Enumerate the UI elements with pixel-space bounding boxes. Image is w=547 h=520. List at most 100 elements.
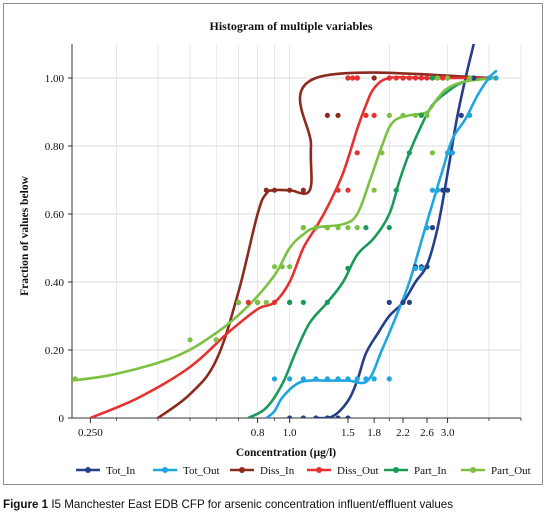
point-diss-out (406, 75, 412, 81)
point-tot-out (363, 376, 369, 382)
point-tot-in (335, 415, 341, 418)
point-diss-out (418, 75, 424, 81)
axis-layer: 0 0.20 0.40 0.60 0.80 1.00 0.250 0.8 1.0 1.5 1.8 2.… (45, 44, 522, 439)
x-tick-label: 3.0 (441, 427, 455, 439)
point-part-out (324, 225, 330, 231)
x-tick-label: 0.8 (251, 427, 265, 439)
y-tick-label: 1.00 (45, 73, 65, 85)
legend-label-tot-out: Tot_Out (183, 465, 220, 477)
point-diss-out (354, 75, 360, 81)
point-tot-in (386, 299, 392, 305)
point-part-in (393, 187, 399, 193)
x-tick-label: 0.250 (78, 427, 103, 439)
legend-marker-part-out (470, 467, 476, 473)
point-tot-out (418, 265, 424, 271)
point-diss-out (363, 112, 369, 118)
legend-marker-diss-in (239, 467, 245, 473)
y-tick-label: 0.60 (45, 209, 65, 221)
point-tot-out (345, 376, 351, 382)
point-diss-out (440, 75, 446, 81)
point-tot-in (345, 415, 351, 418)
point-tot-out (335, 376, 341, 382)
point-part-out (72, 376, 78, 382)
series-layer (72, 44, 498, 418)
point-tot-out (444, 150, 451, 156)
point-tot-out (386, 376, 392, 382)
point-tot-out (467, 112, 473, 118)
point-tot-in (400, 299, 406, 305)
point-tot-out (313, 376, 319, 382)
point-tot-in (424, 264, 430, 270)
y-axis-label: Fraction of values below (19, 175, 31, 295)
point-tot-out (424, 225, 430, 231)
point-part-out (187, 337, 193, 343)
point-tot-in (429, 225, 436, 231)
series-line-diss-out (89, 75, 498, 418)
point-part-in (363, 225, 369, 231)
point-tot-in (406, 299, 412, 305)
series-line-tot-out (264, 69, 498, 418)
series-line-tot-in (314, 44, 476, 418)
point-part-out (345, 225, 351, 231)
y-tick-label: 0 (59, 413, 65, 425)
point-part-out (412, 112, 419, 118)
point-tot-in (471, 75, 477, 81)
x-tick-label: 1.5 (341, 427, 355, 439)
point-diss-out (350, 75, 356, 81)
point-tot-out (412, 265, 419, 271)
legend-label-diss-in: Diss_In (260, 465, 295, 477)
point-diss-in (335, 112, 341, 118)
point-part-out (287, 264, 293, 270)
point-part-out (335, 225, 341, 231)
point-diss-out (345, 75, 351, 81)
x-tick-label: 1.0 (283, 427, 297, 439)
point-part-out (467, 75, 473, 81)
point-diss-out (354, 150, 360, 156)
point-part-out (235, 299, 241, 305)
point-diss-out (271, 299, 278, 305)
point-diss-in (300, 187, 306, 193)
point-part-in (300, 299, 306, 305)
y-tick-label: 0.80 (45, 141, 65, 153)
y-tick-label: 0.40 (45, 277, 65, 289)
point-part-out (371, 187, 377, 193)
point-tot-in (324, 415, 330, 418)
figure-caption-prefix: Figure 1 (3, 498, 49, 511)
point-part-out (271, 264, 278, 270)
point-part-out (300, 225, 306, 231)
point-diss-out (245, 299, 251, 305)
legend-label-tot-in: Tot_In (106, 465, 136, 477)
point-part-out (379, 150, 385, 156)
figure-caption-text: I5 Manchester East EDB CFP for arsenic c… (48, 498, 454, 511)
x-axis-label: Concentration (µg/l) (236, 447, 336, 459)
point-tot-in (440, 187, 446, 193)
point-tot-out (435, 187, 441, 193)
point-part-out (429, 150, 436, 156)
legend-marker-tot-out (162, 467, 168, 473)
point-diss-out (393, 75, 399, 81)
legend-marker-tot-in (85, 467, 91, 473)
point-tot-in (444, 187, 451, 193)
point-diss-in (287, 187, 293, 193)
legend-label-diss-out: Diss_Out (337, 465, 379, 477)
point-part-out (263, 299, 269, 305)
point-tot-in (287, 415, 293, 418)
point-part-in (406, 150, 412, 156)
point-diss-in (271, 187, 278, 193)
point-tot-out (493, 75, 499, 81)
point-tot-in (300, 415, 306, 418)
point-diss-out (424, 75, 430, 81)
legend: Tot_In Tot_Out Diss_In Diss_Out Part_In Part_… (76, 465, 531, 477)
legend-label-part-in: Part_In (414, 465, 447, 477)
y-tick-label: 0.20 (45, 345, 65, 357)
point-diss-out (386, 75, 392, 81)
legend-label-part-out: Part_Out (491, 465, 531, 477)
point-part-out (313, 225, 319, 231)
x-tick-label: 2.2 (396, 427, 410, 439)
x-tick-label: 1.8 (367, 427, 381, 439)
legend-marker-part-in (393, 467, 399, 473)
point-part-out (254, 299, 261, 305)
point-part-out (213, 337, 219, 343)
point-part-in (418, 112, 424, 118)
figure-caption: Figure 1 I5 Manchester East EDB CFP for … (3, 498, 453, 511)
